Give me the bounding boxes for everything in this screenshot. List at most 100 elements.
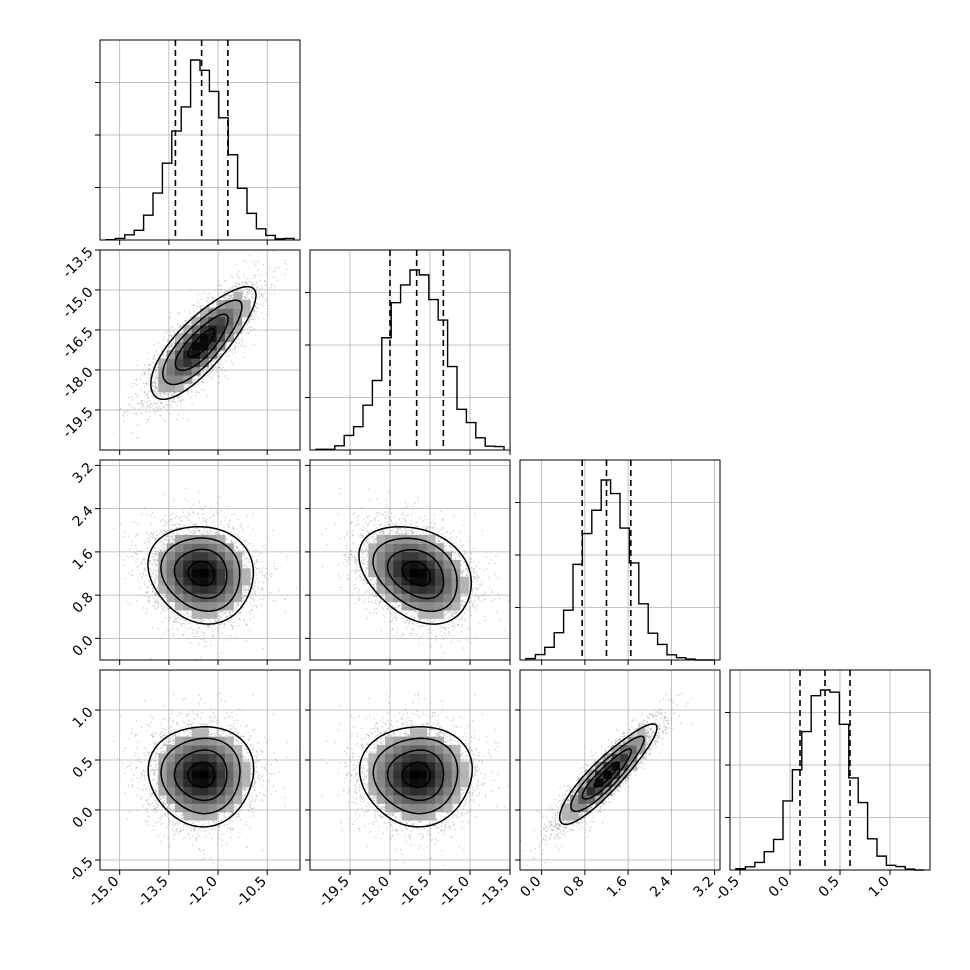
- sample-point: [189, 288, 192, 291]
- sample-point: [234, 344, 236, 347]
- sample-point: [152, 396, 155, 399]
- sample-point: [194, 378, 196, 380]
- sample-point: [257, 555, 260, 557]
- sample-point: [220, 284, 223, 287]
- sample-point: [268, 266, 271, 269]
- sample-point: [285, 268, 288, 270]
- sample-point: [147, 358, 150, 361]
- sample-point: [267, 314, 270, 316]
- sample-point: [215, 367, 218, 369]
- sample-point: [206, 395, 208, 398]
- sample-point: [129, 412, 131, 415]
- sample-point: [231, 526, 233, 529]
- sample-point: [243, 259, 245, 262]
- sample-point: [163, 420, 166, 423]
- sample-point: [217, 356, 219, 358]
- sample-point: [187, 418, 190, 421]
- sample-point: [172, 400, 175, 403]
- sample-point: [234, 341, 236, 343]
- sample-point: [264, 330, 267, 332]
- sample-point: [201, 388, 203, 391]
- sample-point: [242, 356, 245, 359]
- sample-point: [220, 363, 223, 366]
- sample-point: [170, 400, 172, 403]
- sample-point: [155, 378, 158, 380]
- sample-point: [225, 359, 227, 362]
- sample-point: [215, 629, 217, 631]
- sample-point: [190, 321, 192, 324]
- sample-point: [165, 331, 168, 334]
- sample-point: [139, 573, 142, 576]
- sample-point: [167, 394, 169, 397]
- sample-point: [183, 515, 186, 518]
- sample-point: [191, 403, 193, 406]
- sample-point: [210, 306, 213, 309]
- sample-point: [188, 383, 191, 386]
- sample-point: [170, 335, 173, 337]
- sample-point: [264, 280, 266, 282]
- sample-point: [248, 596, 250, 598]
- sample-point: [146, 420, 148, 423]
- histogram-step: [105, 59, 295, 241]
- density-cell: [158, 383, 168, 393]
- sample-point: [153, 407, 155, 410]
- sample-point: [148, 368, 151, 371]
- sample-point: [193, 310, 196, 312]
- sample-point: [255, 313, 257, 315]
- sample-point: [223, 292, 226, 294]
- sample-point: [153, 386, 156, 389]
- sample-point: [147, 541, 149, 544]
- sample-point: [234, 283, 236, 286]
- sample-point: [159, 414, 162, 417]
- sample-point: [242, 292, 244, 295]
- sample-point: [170, 538, 173, 540]
- sample-point: [147, 397, 150, 400]
- sample-point: [218, 366, 221, 368]
- y-tick-label: -19.5: [60, 404, 97, 441]
- sample-point: [149, 400, 152, 402]
- sample-point: [261, 285, 263, 287]
- sample-point: [242, 329, 245, 331]
- sample-point: [231, 621, 234, 624]
- sample-point: [154, 391, 157, 394]
- density-cell: [166, 366, 176, 376]
- sample-point: [255, 305, 257, 307]
- sample-point: [232, 353, 234, 355]
- sample-point: [168, 399, 170, 402]
- sample-point: [162, 532, 164, 535]
- sample-point: [157, 409, 160, 412]
- sample-point: [246, 600, 248, 602]
- sample-point: [170, 395, 173, 397]
- density-cell: [241, 300, 251, 309]
- sample-point: [117, 408, 119, 411]
- density-cell: [233, 291, 243, 301]
- sample-point: [170, 344, 172, 347]
- sample-point: [259, 296, 261, 299]
- sample-point: [142, 403, 145, 406]
- sample-point: [151, 394, 154, 397]
- sample-point: [252, 616, 255, 619]
- sample-point: [259, 293, 261, 296]
- sample-point: [134, 407, 137, 410]
- sample-point: [263, 574, 266, 577]
- sample-point: [284, 262, 287, 265]
- sample-point: [162, 418, 164, 421]
- sample-point: [129, 403, 131, 405]
- sample-point: [264, 284, 266, 287]
- sample-point: [187, 528, 189, 530]
- sample-point: [261, 293, 263, 296]
- sample-point: [197, 294, 199, 296]
- sample-point: [143, 583, 146, 586]
- sample-point: [148, 411, 151, 414]
- sample-point: [218, 280, 221, 282]
- sample-point: [173, 498, 175, 501]
- sample-point: [251, 295, 253, 298]
- panel-frame: [99, 39, 301, 241]
- sample-point: [165, 403, 167, 406]
- sample-point: [206, 297, 209, 299]
- sample-point: [259, 568, 261, 570]
- sample-point: [272, 250, 275, 252]
- sample-point: [217, 283, 220, 286]
- sample-point: [134, 544, 137, 547]
